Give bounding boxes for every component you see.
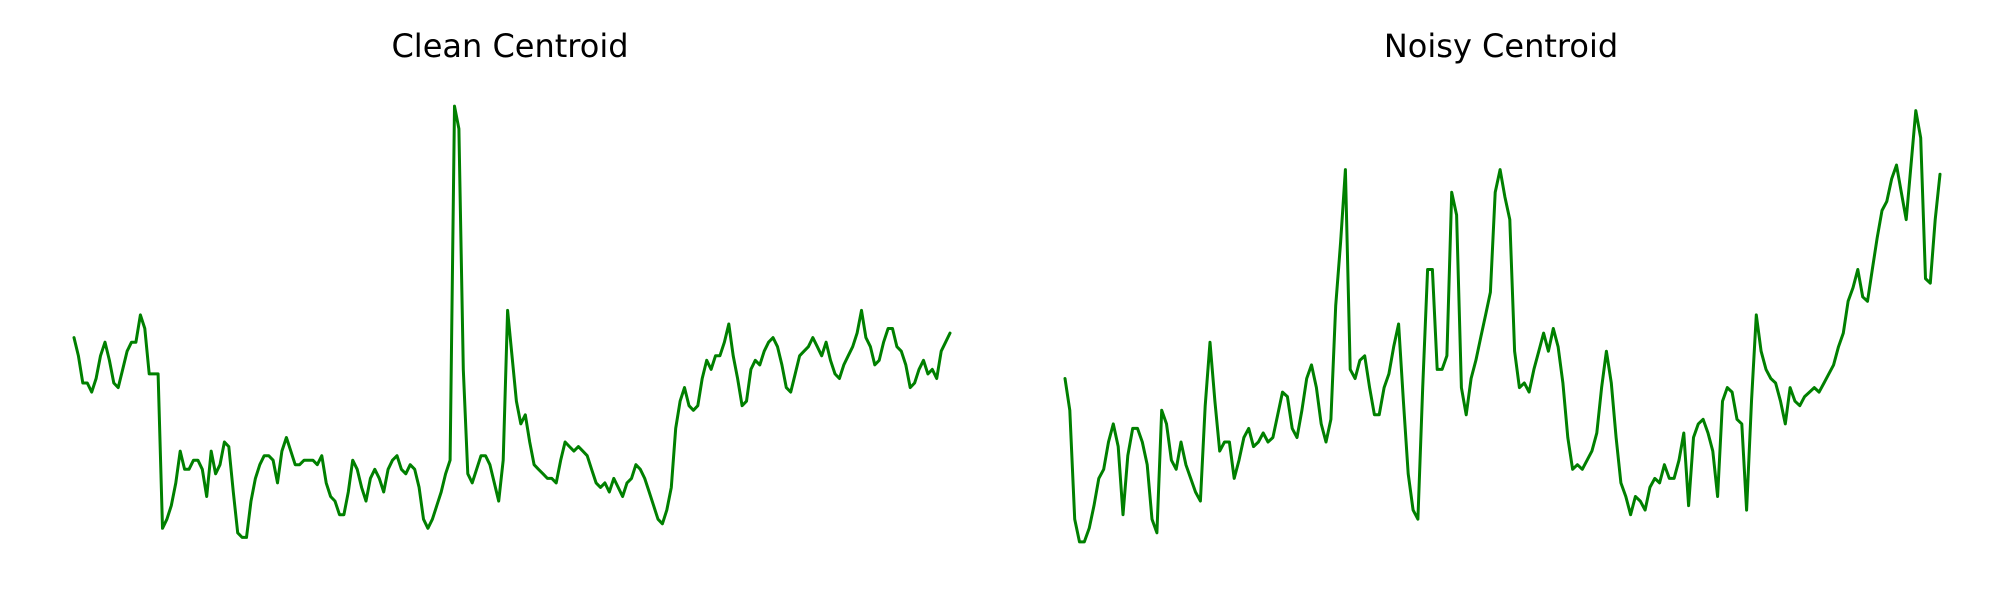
series-line-noisy-0 [1063,109,1942,544]
chart-clean-centroid: Clean Centroid [72,27,952,539]
clean-series [72,104,952,539]
chart-title-clean: Clean Centroid [391,27,628,65]
series-line-clean-0 [72,104,952,539]
chart-noisy-centroid: Noisy Centroid [1063,27,1942,544]
chart-title-noisy: Noisy Centroid [1384,27,1618,65]
noisy-series [1063,109,1942,544]
